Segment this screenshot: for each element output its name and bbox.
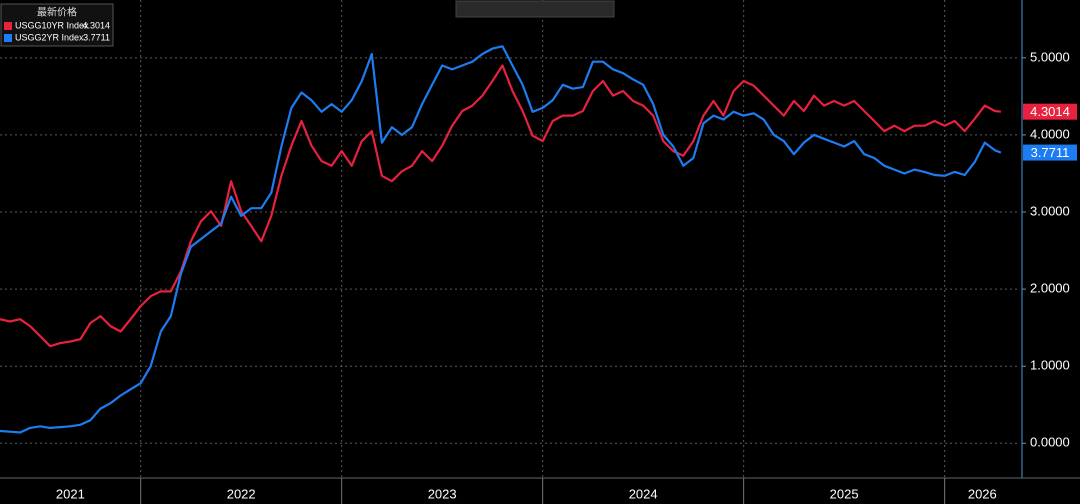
last-value-label: 3.7711 [1031, 145, 1070, 160]
y-tick-label: 2.0000 [1030, 281, 1070, 296]
x-tick-label: 2026 [968, 486, 997, 501]
last-value-label: 4.3014 [1030, 104, 1070, 119]
series-line [0, 64, 1002, 348]
last-value-tag [1023, 144, 1077, 161]
legend-box [0, 3, 114, 47]
x-tick-label: 2024 [629, 486, 658, 501]
legend-label: USGG2YR Index [15, 32, 84, 42]
x-tick-label: 2022 [227, 486, 256, 501]
y-tick-label: 5.0000 [1030, 49, 1070, 64]
grid [0, 0, 1020, 478]
legend-label: USGG10YR Index [15, 20, 89, 30]
y-tick-label: 4.0000 [1030, 126, 1070, 141]
lines [0, 45, 1002, 434]
x-tick-label: 2023 [428, 486, 457, 501]
legend-swatch [4, 34, 12, 42]
last-value-tag [1023, 103, 1077, 120]
legend-value: 3.7711 [83, 32, 110, 42]
legend-title: 最新价格 [37, 6, 77, 19]
x-tick-label: 2021 [56, 486, 85, 501]
legend-swatch [4, 22, 12, 30]
toolbar[interactable] [455, 0, 615, 18]
x-tick-label: 2025 [830, 486, 859, 501]
y-tick-label: 3.0000 [1030, 203, 1070, 218]
y-tick-label: 0.0000 [1030, 435, 1070, 450]
legend-value: 4.3014 [82, 20, 110, 30]
y-tick-label: 1.0000 [1030, 358, 1070, 373]
series-line [0, 45, 1002, 434]
